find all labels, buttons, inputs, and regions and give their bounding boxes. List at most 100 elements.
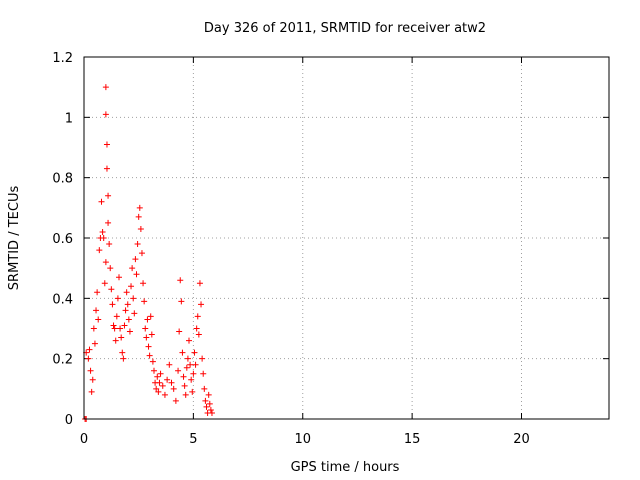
x-tick-label: 10: [294, 432, 311, 447]
data-point: [126, 328, 133, 335]
data-point: [177, 277, 184, 284]
data-point: [100, 235, 107, 241]
data-point: [168, 379, 175, 386]
data-point: [202, 397, 209, 404]
data-point: [108, 286, 115, 293]
data-point: [105, 219, 112, 226]
data-point: [134, 241, 141, 248]
data-point: [157, 370, 164, 377]
data-point: [200, 370, 207, 377]
x-tick-label: 15: [404, 432, 421, 447]
data-point: [155, 388, 162, 395]
data-point: [206, 400, 213, 407]
data-point: [101, 280, 108, 287]
data-point: [91, 340, 98, 347]
data-point: [183, 364, 190, 371]
data-point: [86, 346, 93, 353]
data-point: [131, 310, 138, 317]
data-points: [82, 84, 215, 422]
data-point: [116, 274, 122, 281]
data-point: [102, 84, 109, 91]
data-point: [187, 361, 194, 368]
data-point: [178, 298, 185, 305]
data-point: [93, 307, 100, 314]
data-point: [179, 349, 186, 356]
axis-ticks: [83, 56, 609, 420]
data-point: [203, 403, 210, 410]
data-point: [130, 295, 137, 302]
data-point: [188, 376, 195, 383]
data-point: [107, 265, 114, 272]
data-point: [156, 379, 163, 386]
tick-labels: 0 5 10 15 20 0 0.2 0.4 0.6 0.8 1 1.2: [52, 51, 529, 447]
data-point: [90, 325, 97, 332]
x-tick-label: 0: [80, 432, 88, 447]
data-point: [184, 355, 191, 362]
data-point: [151, 367, 157, 374]
y-tick-label: 0.8: [52, 172, 73, 187]
x-tick-label: 20: [513, 432, 530, 447]
data-point: [159, 382, 166, 389]
data-point: [149, 358, 156, 365]
data-point: [140, 280, 147, 287]
data-point: [154, 373, 161, 380]
y-tick-label: 0.6: [52, 232, 73, 247]
data-point: [138, 250, 145, 257]
data-point: [109, 301, 116, 308]
data-point: [132, 256, 139, 263]
data-point: [89, 376, 96, 383]
data-point: [99, 228, 106, 235]
data-point: [120, 355, 127, 362]
data-point: [144, 316, 151, 323]
x-axis-title: GPS time / hours: [291, 460, 400, 475]
data-point: [191, 349, 198, 356]
data-point: [102, 111, 109, 118]
data-point: [181, 382, 188, 389]
data-point: [143, 334, 150, 341]
data-point: [199, 355, 206, 362]
data-point: [95, 316, 102, 323]
data-point: [193, 325, 200, 332]
data-point: [175, 367, 182, 374]
data-point: [145, 343, 152, 350]
data-point: [172, 397, 179, 404]
data-point: [103, 165, 110, 172]
y-tick-label: 0.4: [52, 292, 73, 307]
data-point: [98, 198, 105, 205]
data-point: [129, 265, 136, 272]
data-point: [110, 322, 117, 329]
data-point: [164, 376, 171, 383]
data-point: [124, 301, 131, 308]
data-point: [141, 298, 148, 305]
data-point: [194, 313, 201, 320]
data-point: [113, 313, 120, 320]
x-tick-label: 5: [189, 432, 197, 447]
data-point: [106, 241, 113, 248]
data-point: [153, 385, 160, 392]
y-tick-label: 0.2: [52, 353, 73, 368]
data-point: [135, 213, 142, 220]
data-point: [117, 325, 124, 332]
data-point: [114, 295, 121, 302]
data-point: [102, 259, 109, 266]
data-point: [112, 337, 119, 344]
data-point: [146, 352, 153, 359]
data-point: [137, 225, 144, 232]
data-point: [198, 301, 205, 308]
data-point: [207, 406, 214, 413]
y-axis-title: SRMTID / TECUs: [7, 186, 22, 291]
data-point: [205, 391, 212, 398]
data-point: [201, 385, 208, 392]
data-point: [133, 271, 140, 278]
data-point: [123, 289, 130, 296]
data-point: [180, 373, 187, 380]
data-point: [128, 283, 135, 290]
data-point: [118, 334, 125, 341]
data-point: [121, 322, 128, 329]
data-point: [170, 385, 177, 392]
data-point: [136, 204, 143, 211]
y-tick-label: 1.2: [52, 51, 73, 66]
data-point: [190, 370, 197, 377]
data-point: [96, 247, 103, 254]
